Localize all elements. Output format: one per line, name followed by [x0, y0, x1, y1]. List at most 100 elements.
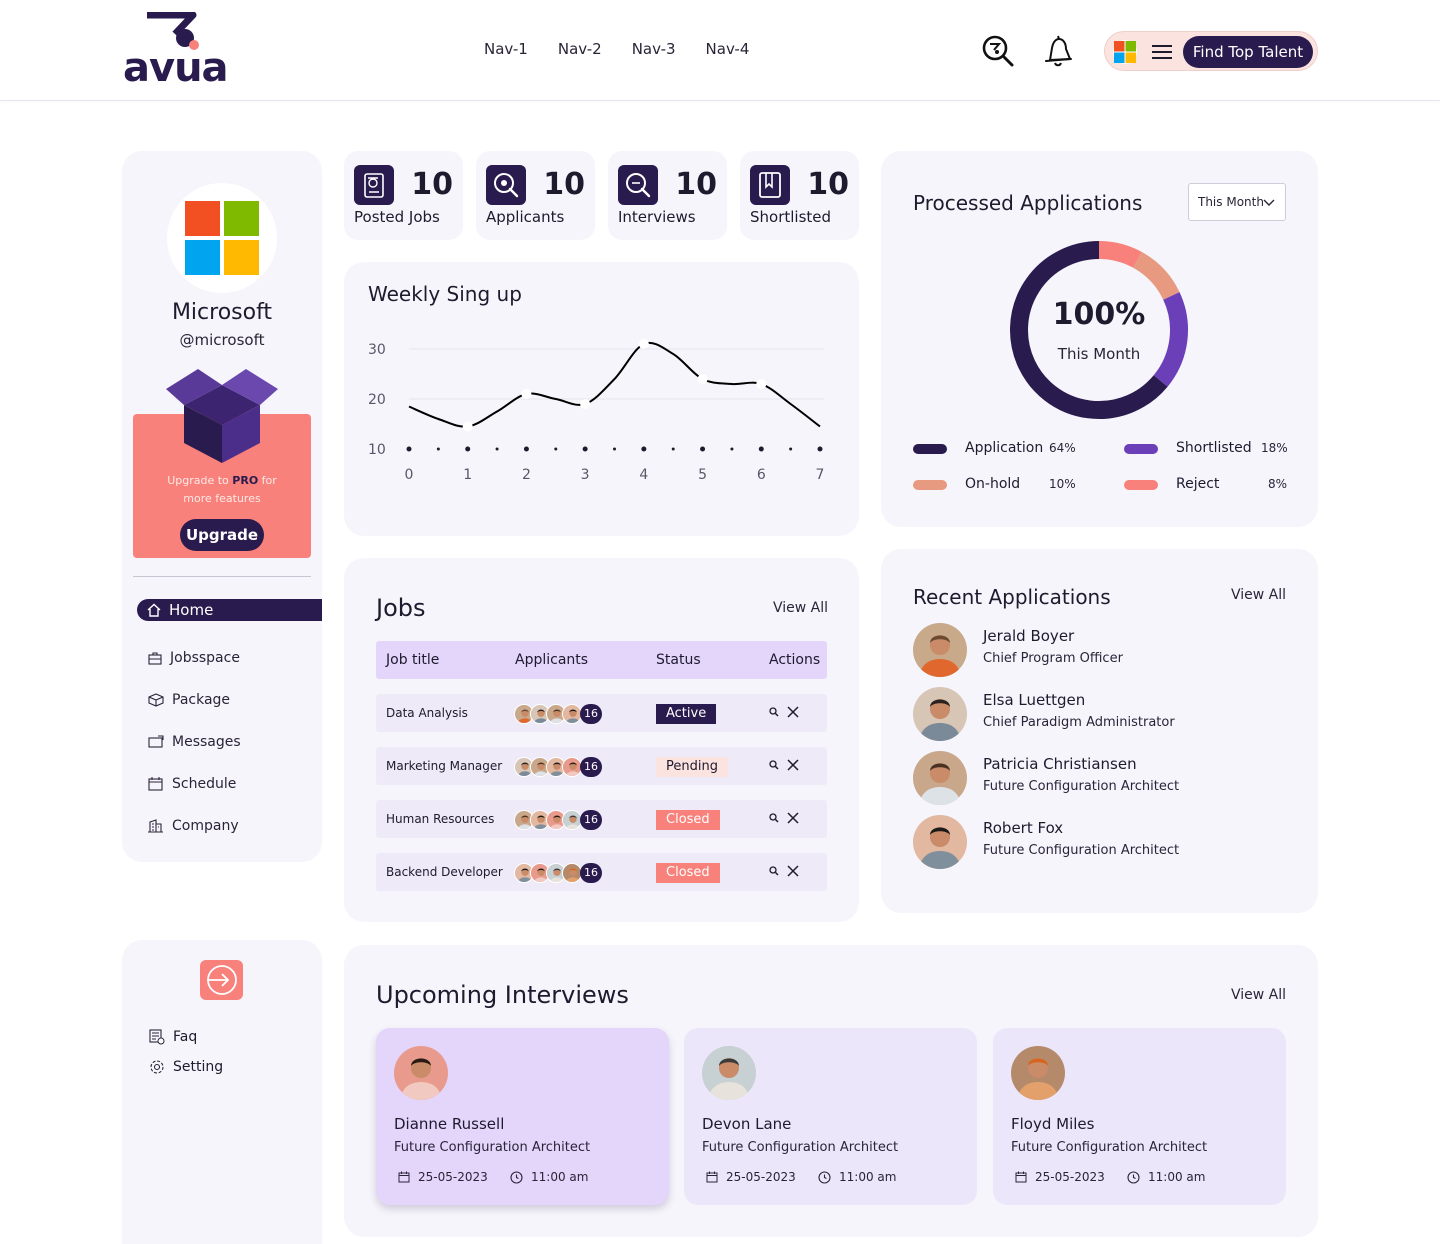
status-badge: Active [656, 704, 717, 724]
sidebar-item-jobsspace[interactable]: Jobsspace [122, 637, 322, 679]
baseline-dot [700, 446, 706, 452]
nav-item-1[interactable]: Nav-1 [484, 40, 528, 58]
sidebar-item-schedule[interactable]: Schedule [122, 763, 322, 805]
interviewee-name: Floyd Miles [1011, 1115, 1095, 1133]
stat-interviews[interactable]: 10 Interviews [608, 151, 727, 240]
legend-swatch [1124, 444, 1158, 454]
jobs-view-all-link[interactable]: View All [773, 600, 829, 616]
baseline-dot [406, 446, 412, 452]
data-point [521, 389, 532, 399]
stat-value: 10 [675, 167, 717, 202]
legend-value: 64% [1049, 441, 1076, 455]
applicant-avatar [562, 704, 582, 724]
applicant-avatars[interactable]: 16 [514, 757, 604, 777]
applicant-avatars[interactable]: 16 [514, 810, 604, 830]
stat-applicants[interactable]: 10 Applicants [476, 151, 595, 240]
legend-label: Reject [1176, 476, 1220, 492]
job-title: Data Analysis [386, 706, 468, 720]
data-point [697, 374, 708, 384]
sidebar-item-company[interactable]: Company [122, 805, 322, 847]
filter-value: This Month [1198, 195, 1264, 209]
baseline-dot [730, 447, 734, 451]
applicant-avatars[interactable]: 16 [514, 863, 604, 883]
close-icon[interactable] [787, 759, 799, 771]
clock-icon [1127, 1170, 1140, 1184]
interview-card[interactable]: Floyd Miles Future Configuration Archite… [993, 1028, 1286, 1205]
posted-jobs-icon [354, 165, 394, 205]
bell-icon[interactable] [1042, 34, 1074, 68]
stat-posted-jobs[interactable]: 10 Posted Jobs [344, 151, 463, 240]
applicant-name: Robert Fox [983, 819, 1064, 837]
interview-card[interactable]: Dianne Russell Future Configuration Arch… [376, 1028, 669, 1205]
view-icon[interactable] [768, 865, 780, 877]
x-tick-label: 7 [816, 467, 825, 483]
applicant-avatar [546, 704, 566, 724]
legend-label: Shortlisted [1176, 440, 1252, 456]
bookmark-icon [750, 165, 790, 205]
close-icon[interactable] [787, 865, 799, 877]
stat-shortlisted[interactable]: 10 Shortlisted [740, 151, 859, 240]
sidebar-menu: Home Jobsspace Package Messages Schedule… [122, 599, 322, 847]
nav-item-3[interactable]: Nav-3 [631, 40, 676, 58]
baseline-dot [495, 447, 499, 451]
interviewee-role: Future Configuration Architect [702, 1140, 899, 1155]
recent-view-all-link[interactable]: View All [1231, 587, 1287, 603]
upgrade-button[interactable]: Upgrade [180, 519, 264, 551]
legend-label: On-hold [965, 476, 1021, 492]
date-text: 25-05-2023 [1035, 1170, 1105, 1184]
interview-date: 25-05-2023 [1015, 1170, 1105, 1184]
building-icon [148, 819, 163, 833]
table-row[interactable]: Marketing Manager 16 Pending [376, 747, 827, 785]
microsoft-logo-small [1113, 40, 1137, 64]
faq-icon [149, 1029, 165, 1045]
table-row[interactable]: Human Resources 16 Closed [376, 800, 827, 838]
avua-logo[interactable]: avua [123, 12, 229, 90]
table-row[interactable]: Data Analysis 16 Active [376, 694, 827, 732]
sidebar-item-home[interactable]: Home [137, 599, 322, 621]
sidebar-item-messages[interactable]: Messages [122, 721, 322, 763]
interview-card[interactable]: Devon Lane Future Configuration Architec… [684, 1028, 977, 1205]
status-badge: Closed [656, 810, 720, 830]
avatar [913, 751, 967, 805]
data-point [580, 399, 591, 409]
sidebar-item-package[interactable]: Package [122, 679, 322, 721]
company-name: Microsoft [171, 300, 273, 325]
view-icon[interactable] [768, 812, 780, 824]
logo-mark-icon [147, 12, 199, 50]
donut-center-label: This Month [1057, 345, 1141, 363]
close-icon[interactable] [787, 812, 799, 824]
interviewee-role: Future Configuration Architect [1011, 1140, 1208, 1155]
close-icon[interactable] [787, 706, 799, 718]
applicant-avatar [514, 757, 534, 777]
applicant-avatar [546, 757, 566, 777]
nav-item-4[interactable]: Nav-4 [705, 40, 750, 58]
list-item[interactable]: Patricia Christiansen Future Configurati… [913, 751, 1293, 807]
list-item[interactable]: Jerald Boyer Chief Program Officer [913, 623, 1293, 679]
nav-item-2[interactable]: Nav-2 [557, 40, 602, 58]
processed-donut-chart [1010, 241, 1188, 419]
find-top-talent-button[interactable]: Find Top Talent [1183, 36, 1313, 68]
view-icon[interactable] [768, 706, 780, 718]
logout-icon[interactable] [200, 960, 243, 1000]
sidebar-item-label: Company [172, 818, 239, 834]
promo-line2: more features [183, 492, 261, 505]
table-row[interactable]: Backend Developer 16 Closed [376, 853, 827, 891]
legend-label: Application [965, 440, 1044, 456]
weekly-signup-card: Weekly Sing up 10 20 30 0 1 2 3 4 5 6 7 [344, 262, 859, 536]
hamburger-menu-icon[interactable] [1152, 43, 1172, 61]
month-filter-dropdown[interactable]: This Month [1188, 183, 1286, 221]
sidebar-item-faq[interactable]: Faq [149, 1029, 197, 1045]
applicant-avatars[interactable]: 16 [514, 704, 604, 724]
sidebar-item-setting[interactable]: Setting [149, 1059, 223, 1075]
promo-prefix: Upgrade to [167, 474, 229, 487]
search-icon[interactable] [981, 34, 1015, 68]
x-tick-label: 0 [405, 467, 414, 483]
list-item[interactable]: Elsa Luettgen Chief Paradigm Administrat… [913, 687, 1293, 743]
profile-sidebar: Microsoft @microsoft Upgrade to PRO for … [122, 151, 322, 862]
list-item[interactable]: Robert Fox Future Configuration Architec… [913, 815, 1293, 871]
interview-time: 11:00 am [818, 1170, 896, 1184]
interviews-view-all-link[interactable]: View All [1231, 987, 1287, 1003]
donut-slice-reject [1098, 241, 1142, 268]
view-icon[interactable] [768, 759, 780, 771]
jobs-card: Jobs View All Job title Applicants Statu… [344, 558, 859, 922]
